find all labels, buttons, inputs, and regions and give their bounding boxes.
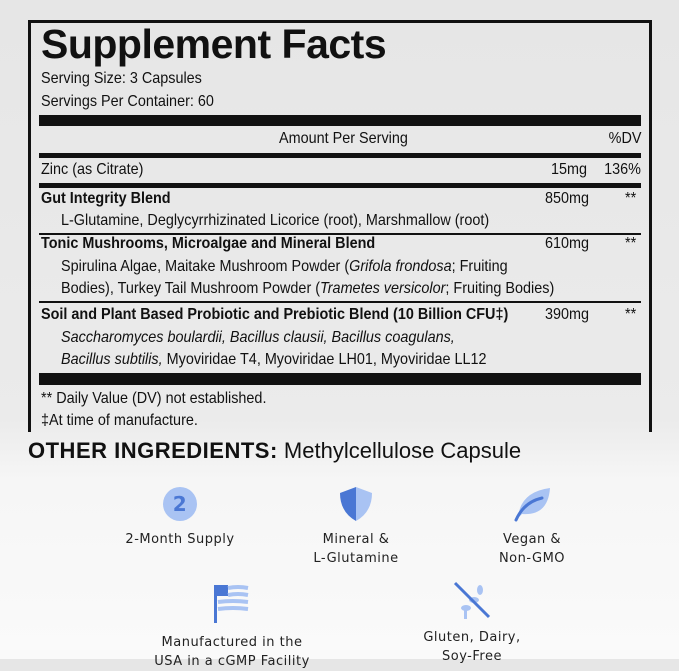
blend-ingredients-line: Bodies), Turkey Tail Mushroom Powder (Tr… bbox=[61, 280, 555, 297]
blend-ingredients-line: Bacillus subtilis, Myoviridae T4, Myovir… bbox=[61, 351, 487, 368]
feature-mineral: Mineral & L-Glutamine bbox=[256, 486, 456, 568]
footnote: ** Daily Value (DV) not established. bbox=[41, 390, 267, 407]
feature-label: USA in a cGMP Facility bbox=[154, 654, 310, 669]
blend-ingredients: L-Glutamine, Deglycyrrhizinated Licorice… bbox=[61, 212, 490, 229]
svg-text:2: 2 bbox=[173, 492, 187, 516]
no-gluten-icon bbox=[453, 581, 491, 619]
blend-dv: ** bbox=[625, 235, 637, 252]
blend-dv: ** bbox=[625, 190, 637, 207]
blend-amount: 850mg bbox=[545, 190, 590, 207]
blend-ingredients-line: Saccharomyces boulardii, Bacillus clausi… bbox=[61, 329, 455, 346]
feature-allergen-free: Gluten, Dairy, Soy-Free bbox=[372, 580, 572, 666]
blend-amount: 610mg bbox=[545, 235, 590, 252]
usa-flag-icon bbox=[214, 585, 249, 623]
leaf-icon bbox=[514, 488, 550, 522]
servings-per-container: Servings Per Container: 60 bbox=[41, 93, 214, 110]
feature-usa: Manufactured in the USA in a cGMP Facili… bbox=[132, 583, 332, 671]
blend-amount: 390mg bbox=[545, 306, 590, 323]
zinc-dv: 136% bbox=[604, 161, 641, 178]
feature-label: Vegan & bbox=[502, 532, 562, 547]
divider bbox=[39, 115, 641, 126]
blend-name: Soil and Plant Based Probiotic and Prebi… bbox=[41, 306, 509, 323]
feature-label: Soy-Free bbox=[442, 649, 502, 664]
footnote: ‡At time of manufacture. bbox=[41, 412, 198, 429]
feature-label: 2-Month Supply bbox=[125, 532, 235, 547]
other-ingredients-value: Methylcellulose Capsule bbox=[277, 438, 522, 463]
number-2-icon: 2 bbox=[163, 487, 197, 521]
other-ingredients-label: OTHER INGREDIENTS: bbox=[28, 438, 278, 463]
blend-name: Tonic Mushrooms, Microalgae and Mineral … bbox=[41, 235, 376, 252]
divider bbox=[39, 183, 641, 188]
amount-per-serving-header: Amount Per Serving bbox=[279, 130, 408, 147]
feature-label: L-Glutamine bbox=[313, 551, 399, 566]
feature-supply: 2 2-Month Supply bbox=[80, 486, 280, 549]
blend-dv: ** bbox=[625, 306, 637, 323]
feature-label: Manufactured in the bbox=[161, 635, 303, 650]
other-ingredients: OTHER INGREDIENTS: Methylcellulose Capsu… bbox=[28, 438, 521, 464]
feature-label: Non-GMO bbox=[498, 551, 566, 566]
shield-icon bbox=[340, 487, 372, 521]
divider bbox=[39, 233, 641, 235]
panel-title: Supplement Facts bbox=[41, 21, 387, 67]
divider bbox=[39, 153, 641, 158]
feature-label: Mineral & bbox=[322, 532, 390, 547]
zinc-name: Zinc (as Citrate) bbox=[41, 161, 144, 178]
blend-ingredients-line: Spirulina Algae, Maitake Mushroom Powder… bbox=[61, 258, 508, 275]
feature-vegan: Vegan & Non-GMO bbox=[432, 486, 632, 568]
feature-label: Gluten, Dairy, bbox=[423, 630, 521, 645]
supplement-facts-panel: Supplement Facts Serving Size: 3 Capsule… bbox=[28, 20, 652, 432]
blend-name: Gut Integrity Blend bbox=[41, 190, 171, 207]
dv-header: %DV bbox=[608, 130, 641, 147]
zinc-amount: 15mg bbox=[551, 161, 588, 178]
divider bbox=[39, 373, 641, 385]
serving-size: Serving Size: 3 Capsules bbox=[41, 70, 202, 87]
divider bbox=[39, 301, 641, 303]
